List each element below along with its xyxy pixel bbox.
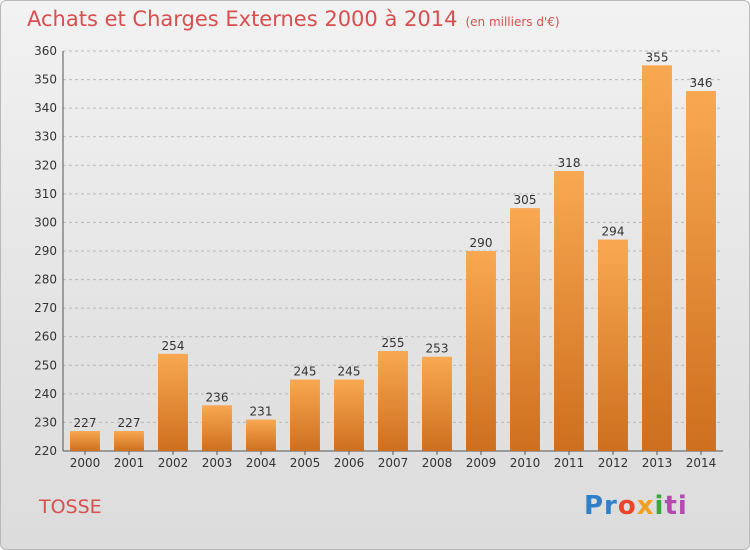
x-tick-label: 2001: [114, 456, 145, 470]
x-tick-label: 2011: [554, 456, 585, 470]
data-label: 231: [250, 405, 273, 419]
x-tick-label: 2004: [246, 456, 277, 470]
bar: [642, 65, 672, 452]
data-label: 227: [118, 416, 141, 430]
bar: [290, 379, 320, 451]
commune-name: TOSSE: [39, 496, 102, 518]
y-tick-label: 230: [34, 415, 57, 429]
y-tick-label: 310: [34, 187, 57, 201]
x-tick-label: 2014: [686, 456, 717, 470]
data-label: 255: [382, 336, 405, 350]
bar: [158, 353, 188, 451]
data-labels: 227 227 254 236 231 245 245 255 253 290 305 318 294 3…: [74, 50, 713, 430]
x-tick-label: 2002: [158, 456, 189, 470]
proxiti-logo: Proxiti: [584, 491, 688, 521]
y-tick-label: 280: [34, 273, 57, 287]
y-tick-label: 350: [34, 73, 57, 87]
logo-part-1: Pr: [584, 491, 618, 521]
data-label: 305: [514, 193, 537, 207]
logo-part-4: i: [654, 491, 665, 521]
y-tick-label: 270: [34, 301, 57, 315]
y-tick-label: 250: [34, 358, 57, 372]
data-label: 294: [602, 225, 625, 239]
y-tick-label: 290: [34, 244, 57, 258]
x-tick-label: 2008: [422, 456, 453, 470]
chart-title: Achats et Charges Externes 2000 à 2014 (e…: [27, 7, 560, 31]
y-tick-label: 300: [34, 215, 57, 229]
logo-part-2: o: [617, 491, 637, 521]
y-tick-label: 340: [34, 101, 57, 115]
bar: [246, 419, 276, 451]
bar: [686, 91, 716, 451]
data-label: 245: [294, 365, 317, 379]
x-tick-label: 2000: [70, 456, 101, 470]
bar: [114, 431, 144, 451]
bar: [70, 431, 100, 451]
bar: [334, 379, 364, 451]
x-tick-label: 2013: [642, 456, 673, 470]
data-label: 253: [426, 342, 449, 356]
data-label: 355: [646, 50, 669, 64]
x-tick-label: 2010: [510, 456, 541, 470]
title-text: Achats et Charges Externes 2000 à 2014: [27, 7, 458, 31]
x-tick-label: 2006: [334, 456, 365, 470]
bar: [598, 239, 628, 451]
bar: [510, 208, 540, 451]
y-tick-label: 360: [34, 44, 57, 58]
data-label: 254: [162, 339, 185, 353]
x-tick-label: 2012: [598, 456, 629, 470]
x-tick-label: 2007: [378, 456, 409, 470]
bar: [202, 405, 232, 451]
y-tick-label: 220: [34, 444, 57, 458]
bar: [466, 251, 496, 451]
y-tick-label: 240: [34, 387, 57, 401]
logo-part-5: ti: [664, 491, 688, 521]
data-label: 236: [206, 390, 229, 404]
x-tick-label: 2003: [202, 456, 233, 470]
y-tick-label: 320: [34, 158, 57, 172]
data-label: 346: [690, 76, 713, 90]
bar: [378, 351, 408, 451]
logo-part-3: x: [636, 491, 655, 521]
y-tick-label: 330: [34, 130, 57, 144]
data-label: 290: [470, 236, 493, 250]
data-label: 318: [558, 156, 581, 170]
bar: [422, 356, 452, 451]
bar: [554, 171, 584, 451]
title-unit: (en milliers d'€): [465, 15, 560, 29]
x-tick-label: 2009: [466, 456, 497, 470]
y-tick-label: 260: [34, 330, 57, 344]
x-tick-label: 2005: [290, 456, 321, 470]
bars: [70, 65, 716, 452]
data-label: 245: [338, 365, 361, 379]
data-label: 227: [74, 416, 97, 430]
